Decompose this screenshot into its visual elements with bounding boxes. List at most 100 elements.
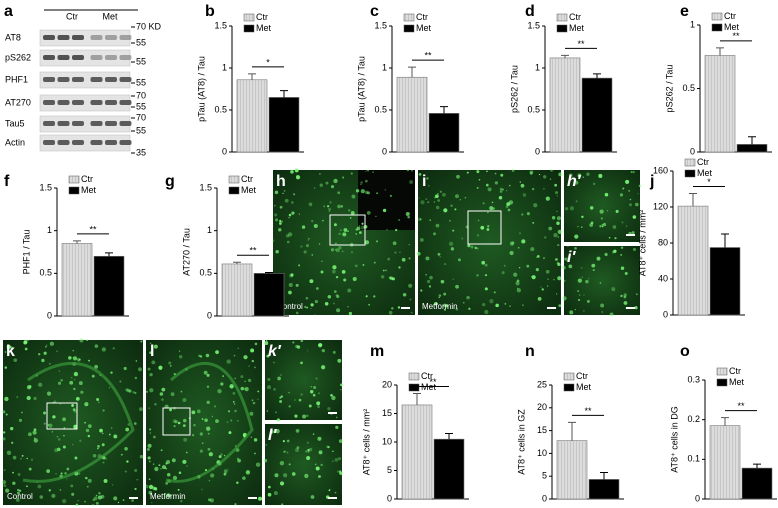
cell	[518, 232, 521, 235]
legend-swatch	[68, 175, 80, 184]
cell	[208, 452, 213, 457]
cell	[147, 367, 151, 371]
cell	[149, 342, 152, 345]
cell	[318, 243, 321, 245]
cell	[634, 202, 639, 207]
cell	[556, 293, 558, 295]
blot-band	[43, 77, 55, 82]
cell	[517, 246, 520, 249]
cell	[338, 245, 342, 250]
y-tick-label: 0.2	[687, 414, 700, 424]
cell	[4, 351, 7, 353]
cell	[583, 294, 585, 296]
cell	[144, 484, 149, 489]
cell	[158, 464, 161, 467]
bar	[588, 479, 620, 500]
cell	[306, 441, 309, 444]
cell	[437, 199, 441, 202]
cell	[97, 445, 100, 448]
cell	[72, 357, 74, 359]
cell	[625, 225, 628, 227]
cell	[33, 437, 36, 440]
cell	[185, 451, 188, 454]
cell	[331, 395, 336, 401]
cell	[366, 211, 371, 215]
cell	[101, 443, 105, 447]
cell	[416, 251, 421, 256]
cell	[209, 498, 214, 503]
legend-label: Met	[81, 185, 97, 195]
significance: **	[89, 224, 97, 234]
cell	[501, 188, 504, 191]
cell	[306, 350, 309, 352]
bar	[704, 55, 736, 153]
cell	[563, 279, 566, 282]
cell	[275, 250, 279, 254]
cell	[554, 183, 558, 187]
cell	[72, 356, 78, 361]
cell	[556, 210, 558, 213]
cell	[128, 389, 132, 393]
cell	[254, 366, 256, 369]
cell	[48, 362, 51, 365]
y-axis-label: AT8⁺ cells in DG	[669, 406, 679, 473]
cell	[452, 229, 455, 232]
bar	[556, 440, 588, 500]
cell	[498, 196, 503, 200]
cell	[419, 218, 422, 221]
cell	[63, 426, 66, 429]
error-bar	[440, 106, 448, 114]
y-axis-label: pS262 / Tau	[664, 65, 674, 113]
cell	[254, 342, 258, 346]
cell	[91, 374, 95, 378]
cell	[52, 415, 56, 419]
cell	[328, 210, 331, 212]
cell	[96, 397, 100, 401]
cell	[6, 450, 12, 456]
cell	[577, 173, 582, 178]
cell	[335, 293, 339, 297]
cell	[499, 187, 503, 191]
legend-swatch	[228, 175, 240, 184]
cell	[343, 278, 347, 282]
cell	[166, 493, 171, 498]
cell	[72, 349, 75, 352]
cell	[78, 381, 83, 386]
cell	[80, 390, 84, 394]
cell	[45, 346, 47, 348]
cell	[376, 192, 378, 195]
cell	[455, 194, 459, 199]
cell	[310, 385, 313, 388]
cell	[601, 311, 604, 313]
image-caption: Control	[277, 302, 303, 311]
cell	[208, 498, 211, 502]
error-bar	[280, 90, 288, 98]
cell	[310, 303, 314, 307]
cell	[117, 501, 120, 504]
cell	[43, 411, 47, 415]
y-axis-label: AT8⁺ cells / mm²	[637, 210, 647, 277]
cell	[263, 458, 268, 463]
cell	[356, 226, 361, 231]
cell	[408, 257, 411, 260]
cell	[487, 225, 490, 228]
cell	[505, 205, 509, 209]
cell	[628, 190, 630, 192]
error-bar	[593, 73, 601, 79]
cell	[310, 495, 315, 499]
blot-band	[90, 121, 103, 126]
cell	[489, 299, 494, 304]
blot-band	[43, 35, 55, 40]
marker-label: 55	[136, 77, 146, 87]
cell	[73, 387, 76, 391]
y-tick-label: 5	[387, 465, 392, 475]
image-caption: Control	[7, 492, 33, 501]
cell	[112, 347, 115, 350]
bar	[433, 438, 465, 500]
cell	[319, 183, 323, 187]
cell	[476, 247, 479, 250]
cell	[151, 360, 156, 365]
cell	[267, 378, 271, 382]
bar	[396, 76, 428, 153]
blot-band	[119, 35, 132, 40]
